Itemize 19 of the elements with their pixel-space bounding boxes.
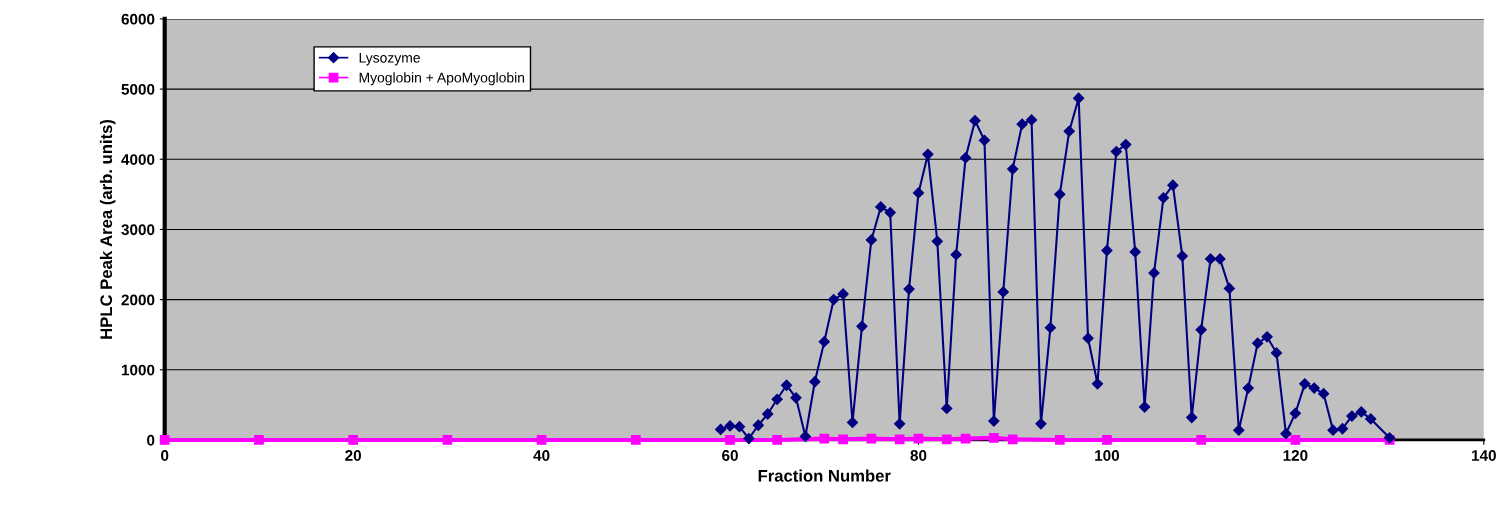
y-tick-label: 3000 xyxy=(121,224,155,236)
x-tick-label: 40 xyxy=(533,450,550,461)
x-tick-label: 20 xyxy=(345,450,362,461)
y-tick-label: 0 xyxy=(147,434,155,446)
x-tick-label: 100 xyxy=(1095,450,1120,461)
x-tick-label: 60 xyxy=(722,450,738,461)
x-tick-label: 140 xyxy=(1472,450,1496,461)
y-tick-label: 5000 xyxy=(121,83,155,95)
x-tick-label: 80 xyxy=(910,450,927,461)
x-tick-label: 120 xyxy=(1283,450,1308,461)
y-tick-label: 2000 xyxy=(121,294,155,306)
y-tick-label: 4000 xyxy=(121,154,155,165)
x-axis-title: Fraction Number xyxy=(758,469,891,482)
y-axis-title: HPLC Peak Area (arb. units) xyxy=(99,119,116,339)
legend-label: Myoglobin + ApoMyoglobin xyxy=(359,72,525,86)
y-tick-label: 1000 xyxy=(121,364,155,376)
legend-label: Lysozyme xyxy=(359,52,420,66)
y-tick-label: 6000 xyxy=(121,13,155,25)
x-tick-label: 0 xyxy=(161,450,169,461)
